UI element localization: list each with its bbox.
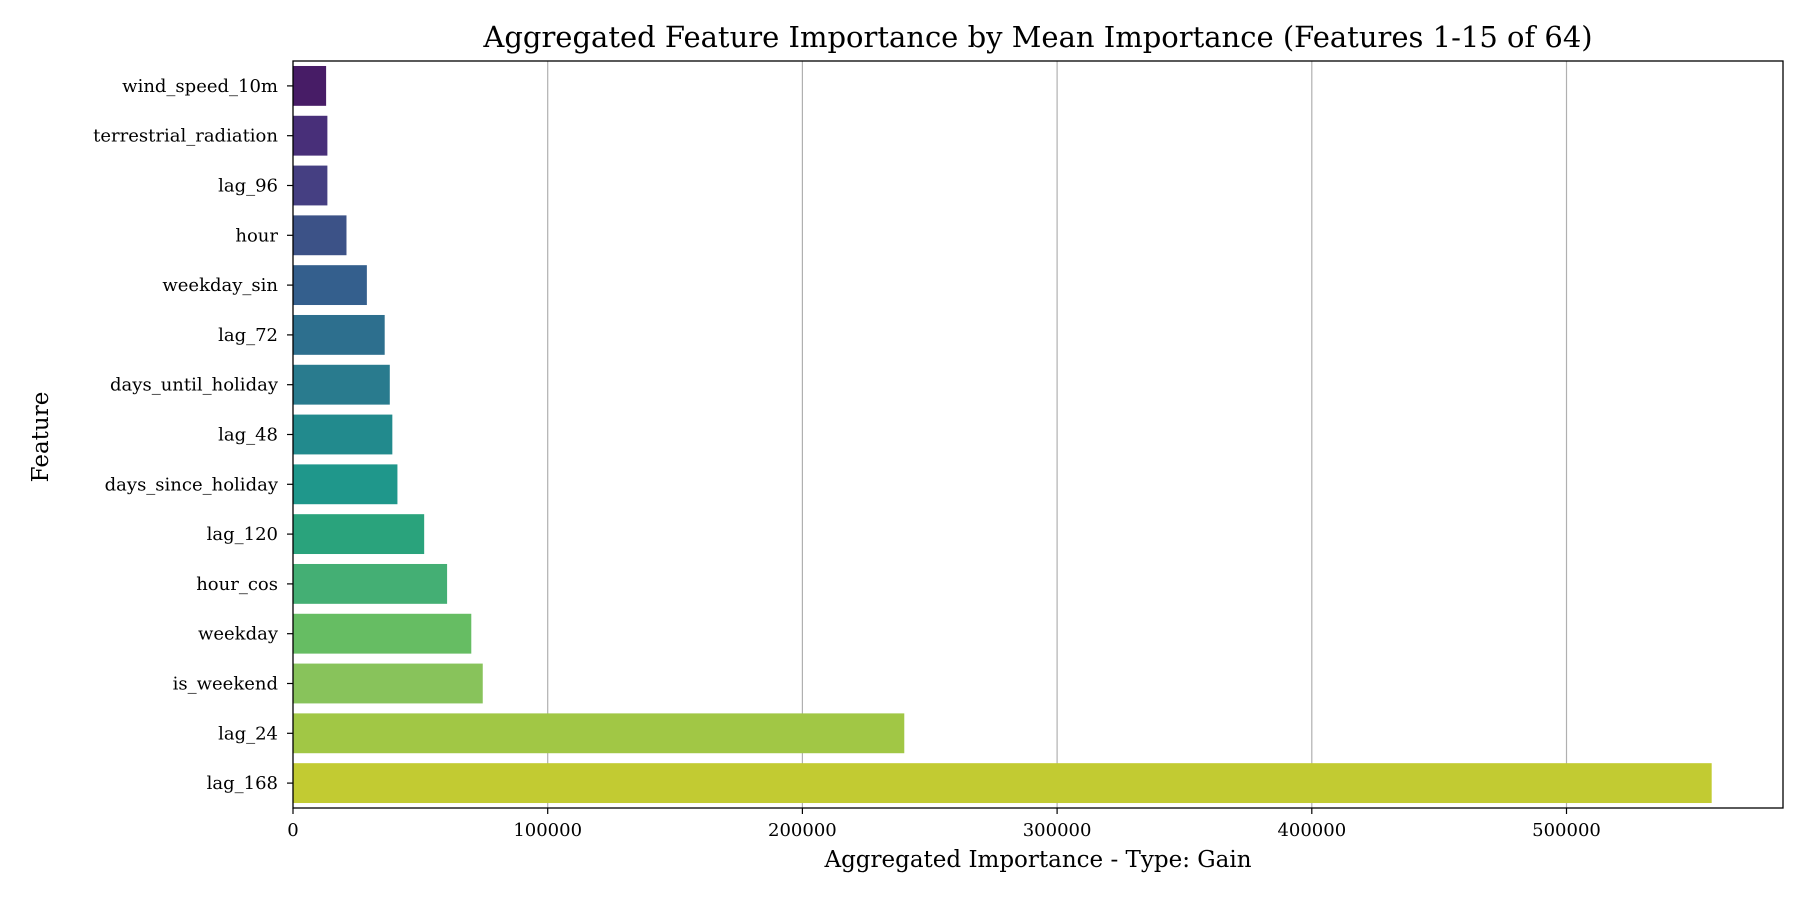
y-ticks: wind_speed_10m terrestrial_radiation lag_9… [93,76,293,794]
x-axis-label: Aggregated Importance - Type: Gain [823,847,1251,873]
y-tick-label: days_until_holiday [110,375,279,396]
y-tick-label: lag_96 [218,176,278,197]
y-tick-label: hour_cos [196,574,278,595]
y-tick-label: weekday [198,624,279,645]
y-tick-label: lag_24 [218,723,278,744]
plot-frame [292,60,1784,809]
bar-wind-speed-10m [293,65,327,106]
y-tick-label: wind_speed_10m [122,76,278,97]
bar-hour-cos [293,563,448,604]
bar-is-weekend [293,663,483,704]
x-tick-label: 500000 [1532,820,1601,841]
bar-days-until-holiday [293,364,390,405]
x-tick-label: 100000 [513,820,582,841]
bar-weekday [293,613,472,654]
y-tick-label: hour [235,225,278,246]
bar-lag-48 [293,414,393,455]
bar-lag-24 [293,713,905,754]
x-tick-label: 200000 [768,820,837,841]
x-tick-label: 0 [287,820,298,841]
y-tick-label: days_since_holiday [105,474,279,495]
y-tick-label: weekday_sin [162,275,278,296]
bar-lag-168 [293,763,1712,804]
y-tick-label: is_weekend [173,674,278,695]
bar-lag-120 [293,514,425,555]
y-axis-label: Feature [28,392,54,483]
x-ticks: 0 100000 200000 300000 400000 500000 [287,808,1601,841]
bar-terrestrial-radiation [293,115,328,156]
bar-hour [293,215,347,256]
bar-days-since-holiday [293,464,398,505]
y-tick-label: lag_120 [207,524,278,545]
bars [293,65,1712,804]
x-tick-label: 300000 [1023,820,1092,841]
y-tick-label: terrestrial_radiation [93,126,278,147]
bar-lag-96 [293,165,328,206]
chart-title: Aggregated Feature Importance by Mean Im… [482,20,1592,54]
gridlines [547,61,1568,808]
y-tick-label: lag_48 [218,425,278,446]
y-tick-label: lag_168 [207,773,278,794]
bar-weekday-sin [293,265,367,306]
bar-lag-72 [293,314,385,355]
y-tick-label: lag_72 [218,325,278,346]
x-tick-label: 400000 [1277,820,1346,841]
